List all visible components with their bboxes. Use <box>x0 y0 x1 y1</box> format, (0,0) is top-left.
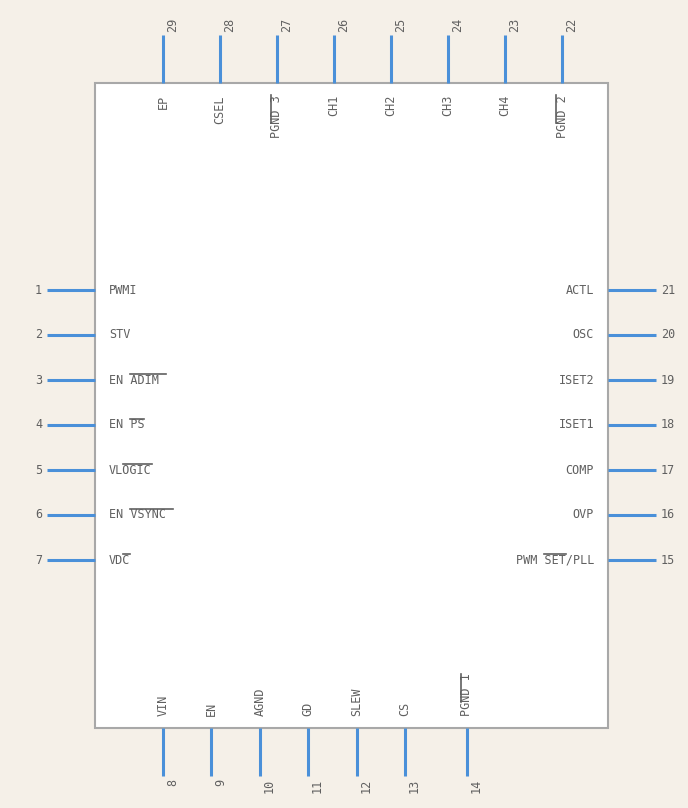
Text: OVP: OVP <box>572 508 594 521</box>
Text: ISET1: ISET1 <box>559 419 594 431</box>
Text: 23: 23 <box>508 18 521 32</box>
Text: 12: 12 <box>360 779 373 793</box>
Text: 13: 13 <box>408 779 421 793</box>
Text: 19: 19 <box>661 373 675 386</box>
Text: 1: 1 <box>35 284 42 297</box>
Text: AGND: AGND <box>253 688 266 716</box>
Text: EN ADIM: EN ADIM <box>109 373 159 386</box>
Text: 25: 25 <box>394 18 407 32</box>
Text: COMP: COMP <box>566 464 594 477</box>
Text: 9: 9 <box>214 779 227 786</box>
Text: 17: 17 <box>661 464 675 477</box>
Text: ACTL: ACTL <box>566 284 594 297</box>
Text: PWMI: PWMI <box>109 284 138 297</box>
Text: 16: 16 <box>661 508 675 521</box>
Text: CH2: CH2 <box>385 95 398 116</box>
Text: 29: 29 <box>166 18 179 32</box>
Text: CSEL: CSEL <box>213 95 226 124</box>
Text: PGND 3: PGND 3 <box>270 95 283 137</box>
Text: 18: 18 <box>661 419 675 431</box>
Text: SLEW: SLEW <box>350 688 363 716</box>
Text: 6: 6 <box>35 508 42 521</box>
Bar <box>95 83 608 728</box>
Text: 11: 11 <box>311 779 324 793</box>
Text: EN: EN <box>204 702 217 716</box>
Text: CH1: CH1 <box>327 95 341 116</box>
Text: 8: 8 <box>166 779 179 786</box>
Text: VDC: VDC <box>109 553 130 566</box>
Text: 14: 14 <box>470 779 483 793</box>
Text: 28: 28 <box>223 18 236 32</box>
Text: 15: 15 <box>661 553 675 566</box>
Text: 3: 3 <box>35 373 42 386</box>
Text: EN VSYNC: EN VSYNC <box>109 508 166 521</box>
Text: 2: 2 <box>35 329 42 342</box>
Text: VIN: VIN <box>156 695 169 716</box>
Text: 5: 5 <box>35 464 42 477</box>
Text: PGND 2: PGND 2 <box>555 95 568 137</box>
Text: VLOGIC: VLOGIC <box>109 464 152 477</box>
Text: OSC: OSC <box>572 329 594 342</box>
Text: 20: 20 <box>661 329 675 342</box>
Text: STV: STV <box>109 329 130 342</box>
Text: 26: 26 <box>337 18 350 32</box>
Text: CS: CS <box>398 702 411 716</box>
Text: EN PS: EN PS <box>109 419 144 431</box>
Text: EP: EP <box>156 95 169 109</box>
Text: CH3: CH3 <box>442 95 455 116</box>
Text: PGND 1: PGND 1 <box>460 673 473 716</box>
Text: 22: 22 <box>565 18 578 32</box>
Text: 21: 21 <box>661 284 675 297</box>
Text: PWM SET/PLL: PWM SET/PLL <box>515 553 594 566</box>
Text: ISET2: ISET2 <box>559 373 594 386</box>
Text: CH4: CH4 <box>499 95 511 116</box>
Text: 10: 10 <box>263 779 276 793</box>
Text: GD: GD <box>301 702 314 716</box>
Text: 27: 27 <box>280 18 293 32</box>
Text: 24: 24 <box>451 18 464 32</box>
Text: 4: 4 <box>35 419 42 431</box>
Text: 7: 7 <box>35 553 42 566</box>
